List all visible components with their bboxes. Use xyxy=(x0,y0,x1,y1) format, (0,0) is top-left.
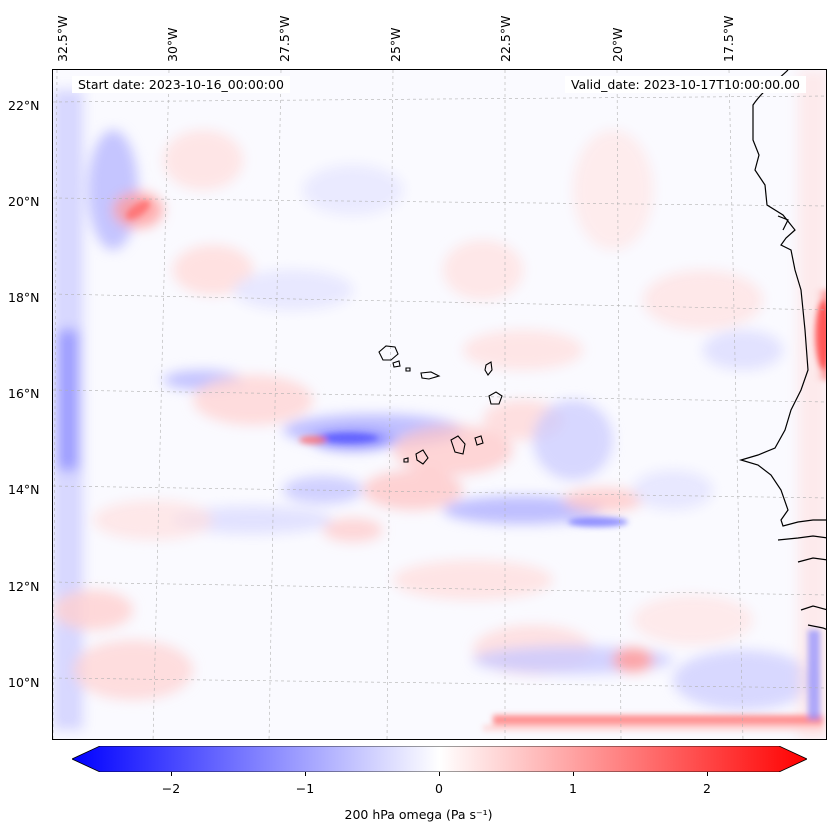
lat-label-16n: 16°N xyxy=(8,386,40,401)
colorbar-tickmark xyxy=(305,772,306,776)
colorbar-tick-minus2: −2 xyxy=(161,781,181,796)
lon-label-32-5w: 32.5°W xyxy=(55,15,70,62)
strong-features xyxy=(126,200,826,731)
lat-label-12n: 12°N xyxy=(8,579,40,594)
map-plot-area xyxy=(52,69,827,740)
lat-label-18n: 18°N xyxy=(8,290,40,305)
lat-label-10n: 10°N xyxy=(8,675,40,690)
start-date-label: Start date: 2023-10-16_00:00:00 xyxy=(72,76,290,93)
lat-label-20n: 20°N xyxy=(8,194,40,209)
graticule xyxy=(53,70,826,739)
colorbar-tickmark xyxy=(439,772,440,776)
lon-label-27-5w: 27.5°W xyxy=(277,15,292,62)
colorbar-tick-1: 1 xyxy=(569,781,577,796)
lon-label-30w: 30°W xyxy=(165,27,180,62)
colorbar-tick-minus1: −1 xyxy=(295,781,315,796)
colorbar-tickmark xyxy=(573,772,574,776)
colorbar-tick-2: 2 xyxy=(703,781,711,796)
lon-label-22-5w: 22.5°W xyxy=(498,15,513,62)
valid-date-label: Valid_date: 2023-10-17T10:00:00.00 xyxy=(564,76,806,93)
lon-label-20w: 20°W xyxy=(610,27,625,62)
lon-label-25w: 25°W xyxy=(388,27,403,62)
colorbar xyxy=(72,746,807,772)
field-patches xyxy=(53,70,826,739)
cape-verde-islands xyxy=(378,345,503,465)
colorbar-tick-0: 0 xyxy=(435,781,443,796)
lat-label-14n: 14°N xyxy=(8,482,40,497)
colorbar-gradient xyxy=(72,746,807,772)
colorbar-label: 200 hPa omega (Pa s⁻¹) xyxy=(344,807,493,822)
colorbar-tickmark xyxy=(171,772,172,776)
lon-label-17-5w: 17.5°W xyxy=(721,15,736,62)
omega-field xyxy=(53,70,826,739)
lat-label-22n: 22°N xyxy=(8,98,40,113)
colorbar-tickmark xyxy=(707,772,708,776)
